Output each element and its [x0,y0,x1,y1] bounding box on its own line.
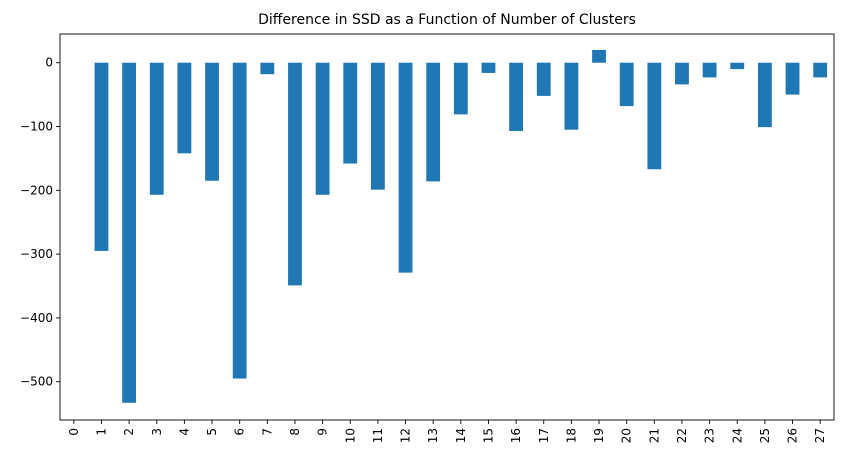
bar-19 [592,49,606,63]
x-axis: 0 1 2 3 4 5 6 7 8 9 10 11 12 13 14 15 16 17 18 19 20 21 22 23 24… [67,420,827,443]
bar-23 [702,62,717,78]
x-tick-label: 1 [94,428,108,436]
y-tick-label: 0 [45,56,53,70]
x-tick-label: 9 [316,428,330,436]
bar-3 [149,62,164,195]
x-tick-label: 5 [205,428,219,436]
x-tick-label: 16 [509,428,523,443]
bar-22 [675,62,689,85]
bar-11 [370,62,385,190]
bar-16 [509,62,524,131]
x-tick-label: 2 [122,428,136,436]
bar-8 [288,62,302,286]
x-tick-label: 7 [260,428,274,436]
x-tick-label: 10 [343,428,357,443]
y-tick-label: −100 [20,120,53,134]
bar-1 [94,62,109,251]
bar-10 [343,62,358,164]
x-tick-label: 21 [647,428,661,443]
bar-13 [426,62,441,182]
x-tick-label: 23 [703,428,717,443]
x-tick-label: 3 [150,428,164,436]
y-tick-label: −500 [20,375,53,389]
bar-20 [619,62,634,107]
x-tick-label: 20 [620,428,634,443]
x-tick-label: 17 [537,428,551,443]
bar-7 [260,62,275,75]
y-axis: 0 −100 −200 −300 −400 −500 [20,56,60,389]
y-tick-label: −200 [20,183,53,197]
y-tick-label: −300 [20,247,53,261]
bar-2 [122,62,137,403]
x-tick-label: 4 [177,428,191,436]
x-tick-label: 22 [675,428,689,443]
bar-18 [564,62,579,130]
x-tick-label: 25 [758,428,772,443]
x-tick-label: 15 [481,428,495,443]
bar-17 [536,62,551,96]
x-tick-label: 26 [786,428,800,443]
chart-title: Difference in SSD as a Function of Numbe… [258,12,636,28]
bar-26 [785,62,800,95]
x-tick-label: 24 [730,428,744,443]
bar-25 [757,62,772,128]
bar-27 [813,62,828,78]
x-tick-label: 18 [564,428,578,443]
bar-4 [177,62,192,154]
bar-14 [453,62,468,115]
bars-group [94,49,828,403]
x-tick-label: 13 [426,428,440,443]
x-tick-label: 6 [233,428,247,436]
x-tick-label: 8 [288,428,302,436]
bar-24 [730,62,745,70]
y-tick-label: −400 [20,311,53,325]
bar-5 [205,62,219,181]
x-tick-label: 19 [592,428,606,443]
bar-21 [647,62,662,170]
x-tick-label: 14 [454,428,468,443]
bar-12 [398,62,413,273]
plot-frame [59,33,835,421]
bar-15 [481,62,496,73]
x-tick-label: 11 [371,428,385,443]
bar-6 [232,62,247,379]
bar-9 [315,62,330,195]
x-tick-label: 12 [399,428,413,443]
x-tick-label: 0 [67,428,81,436]
x-tick-label: 27 [813,428,827,443]
